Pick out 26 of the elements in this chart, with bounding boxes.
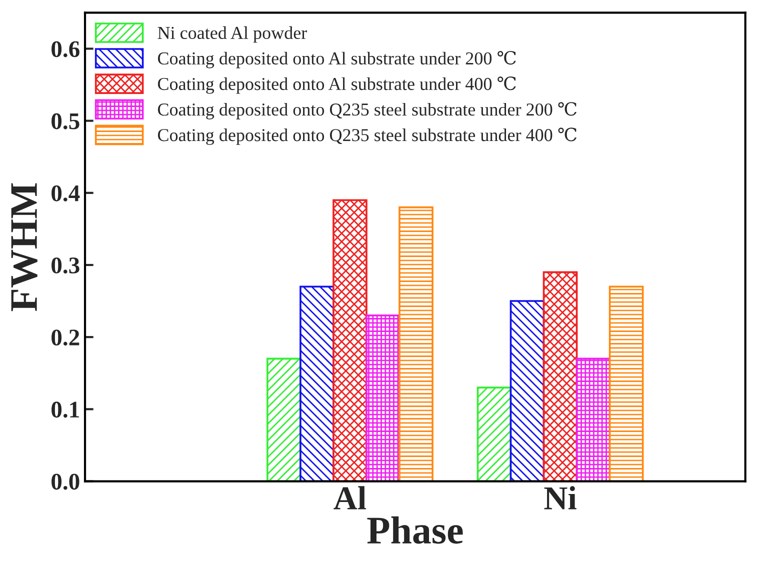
bar xyxy=(510,300,545,482)
x-axis-title: Phase xyxy=(367,516,463,544)
y-tick-label: 0.2 xyxy=(52,330,80,346)
legend-label: Coating deposited onto Q235 steel substrate under 200 ℃ xyxy=(158,102,577,120)
y-tick-label: 0.3 xyxy=(52,257,80,274)
bar xyxy=(266,358,302,482)
bar xyxy=(576,358,611,482)
legend-label: Ni coated Al powder xyxy=(158,26,307,43)
x-tick-label: Al xyxy=(334,486,366,510)
bar xyxy=(542,271,578,482)
bar xyxy=(332,199,368,482)
y-tick-label: 0.6 xyxy=(52,41,80,58)
y-tick-label: 0.4 xyxy=(52,185,80,202)
y-tick-label: 0.0 xyxy=(52,474,80,490)
legend-label: Coating deposited onto Q235 steel substrate under 400 ℃ xyxy=(158,128,577,145)
x-tick-label: Ni xyxy=(544,486,576,510)
bar xyxy=(476,386,512,482)
legend-label: Coating deposited onto Al substrate under 400 ℃ xyxy=(158,76,516,94)
y-tick-label: 0.5 xyxy=(52,113,80,130)
legend-label: Coating deposited onto Al substrate under 200 ℃ xyxy=(158,50,516,68)
y-axis-title: FWHM xyxy=(11,183,38,312)
bar xyxy=(398,206,434,482)
bar xyxy=(608,286,644,482)
bar xyxy=(366,314,400,482)
bar xyxy=(300,286,334,482)
y-tick-label: 0.1 xyxy=(52,402,79,418)
